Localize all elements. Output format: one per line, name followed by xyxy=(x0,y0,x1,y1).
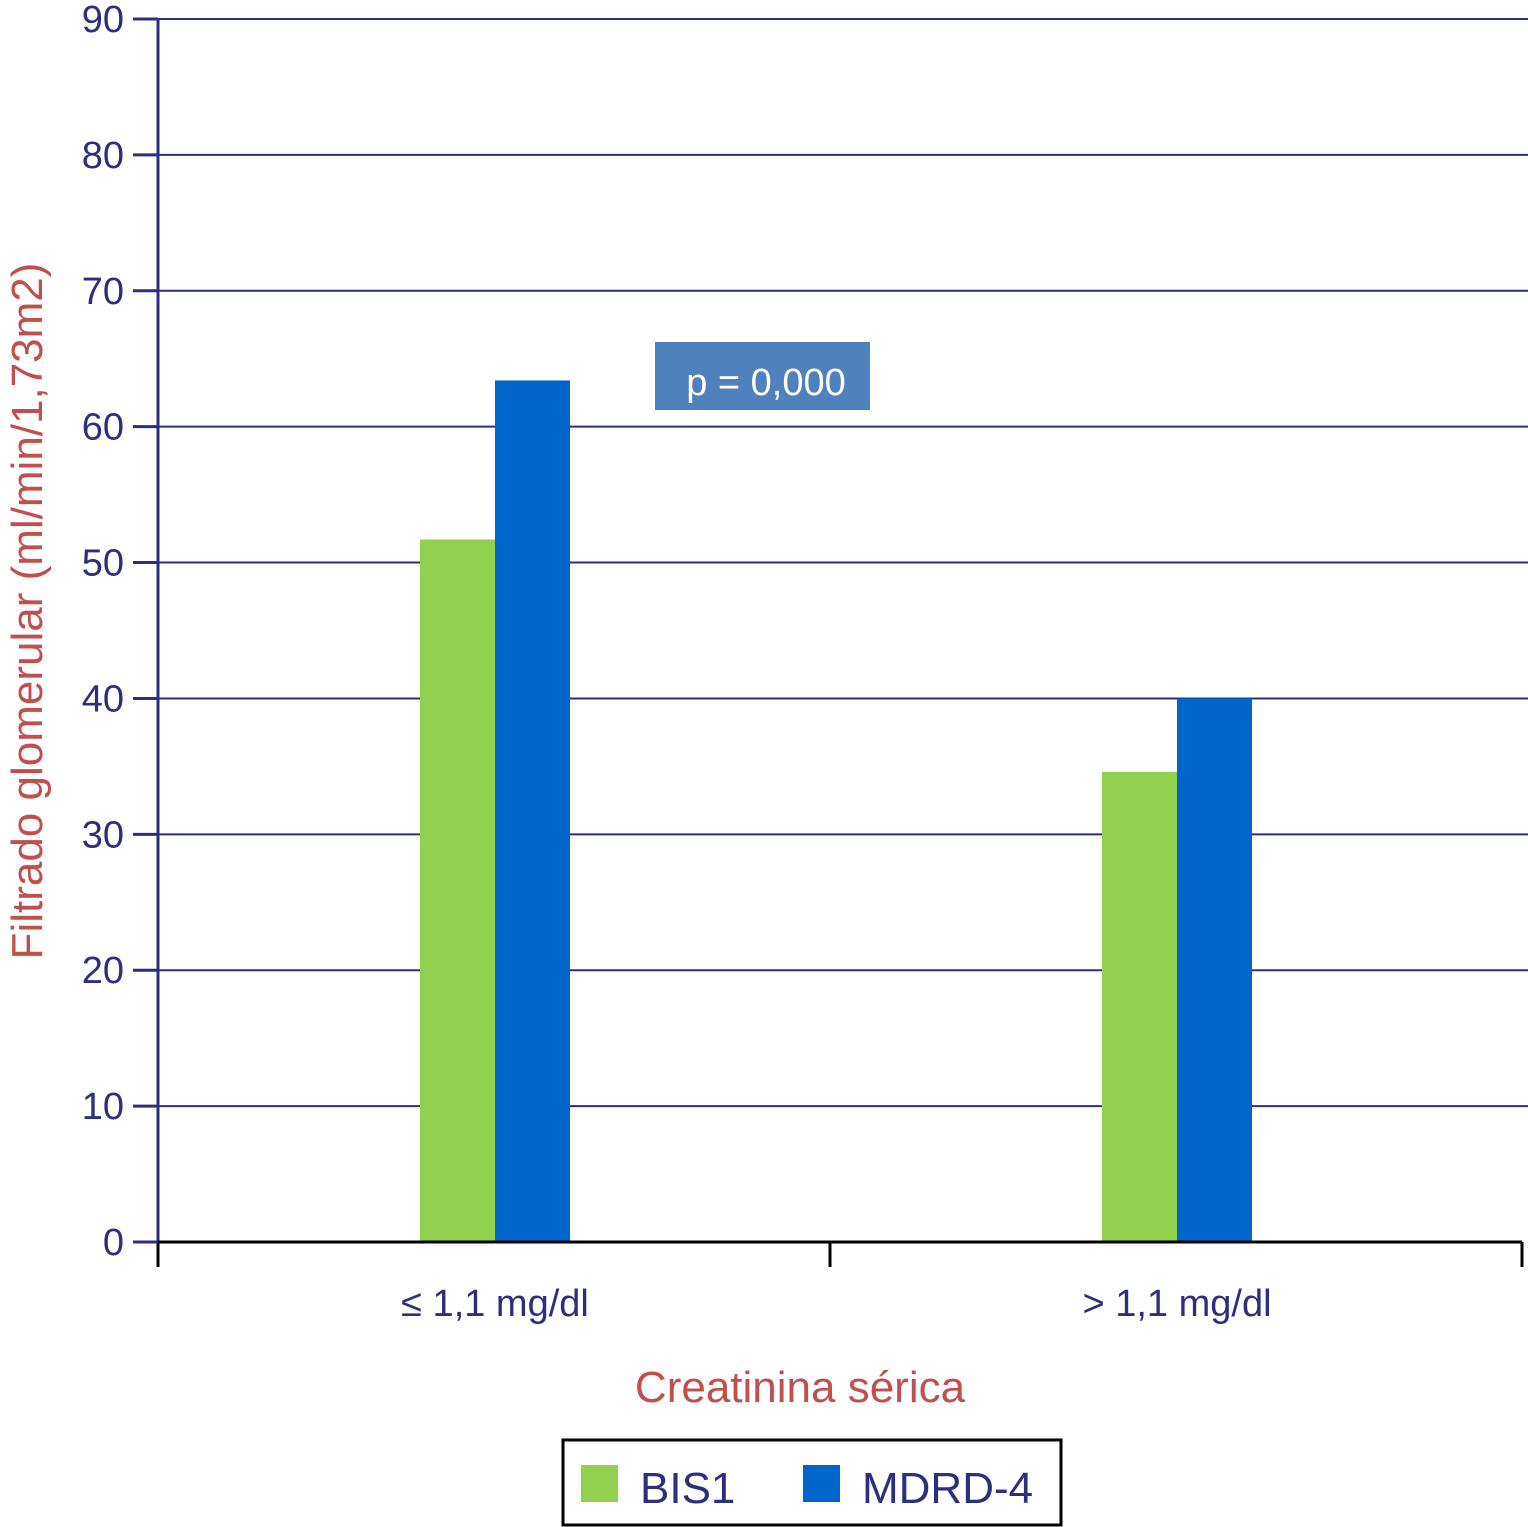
x-category-label: ≤ 1,1 mg/dl xyxy=(401,1283,589,1325)
y-tick-label: 80 xyxy=(82,135,124,177)
bar-mdrd4-1 xyxy=(495,380,570,1242)
axes xyxy=(156,19,1524,1267)
y-tick-label: 50 xyxy=(82,543,124,585)
p-value-label: p = 0,000 xyxy=(686,362,846,404)
bar-bis1-2 xyxy=(1102,771,1177,1242)
x-axis-title: Creatinina sérica xyxy=(635,1363,966,1412)
y-tick-label: 40 xyxy=(82,678,124,720)
legend-swatch-mdrd4 xyxy=(803,1465,840,1502)
p-value-annotation: p = 0,000 xyxy=(655,342,870,410)
x-category-label: > 1,1 mg/dl xyxy=(1082,1283,1271,1325)
p-value-box xyxy=(655,342,870,410)
y-tick-label: 30 xyxy=(82,814,124,856)
bar-bis1-1 xyxy=(420,539,495,1242)
y-tick-label: 70 xyxy=(82,271,124,313)
y-tick-label: 90 xyxy=(82,0,124,41)
y-axis-title: Filtrado glomerular (ml/min/1,73m2) xyxy=(3,263,52,960)
x-axis-categories: ≤ 1,1 mg/dl > 1,1 mg/dl xyxy=(401,1283,1271,1325)
bars xyxy=(420,380,1252,1242)
y-axis-ticks: 0 10 20 30 40 50 60 70 80 90 xyxy=(82,0,158,1264)
y-tick-label: 10 xyxy=(82,1086,124,1128)
gridlines xyxy=(158,18,1528,1108)
legend: BIS1 MDRD-4 xyxy=(561,1438,1063,1527)
legend-swatch-bis1 xyxy=(581,1465,618,1502)
bar-mdrd4-2 xyxy=(1177,698,1252,1242)
legend-label-bis1: BIS1 xyxy=(640,1464,735,1513)
y-tick-label: 0 xyxy=(103,1222,124,1264)
y-tick-label: 20 xyxy=(82,950,124,992)
y-tick-label: 60 xyxy=(82,407,124,449)
legend-label-mdrd4: MDRD-4 xyxy=(862,1464,1033,1513)
